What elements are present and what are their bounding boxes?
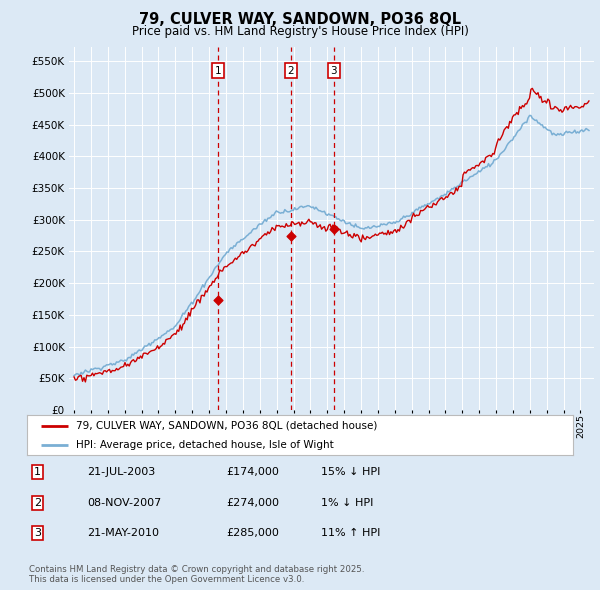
Point bbox=[286, 231, 296, 241]
Text: 3: 3 bbox=[331, 65, 337, 76]
Text: 21-MAY-2010: 21-MAY-2010 bbox=[87, 529, 159, 538]
Text: 2: 2 bbox=[34, 498, 41, 507]
Text: 79, CULVER WAY, SANDOWN, PO36 8QL (detached house): 79, CULVER WAY, SANDOWN, PO36 8QL (detac… bbox=[76, 421, 377, 431]
Text: 2: 2 bbox=[287, 65, 294, 76]
Text: 21-JUL-2003: 21-JUL-2003 bbox=[87, 467, 155, 477]
Text: 79, CULVER WAY, SANDOWN, PO36 8QL: 79, CULVER WAY, SANDOWN, PO36 8QL bbox=[139, 12, 461, 27]
Text: 1: 1 bbox=[34, 467, 41, 477]
Text: HPI: Average price, detached house, Isle of Wight: HPI: Average price, detached house, Isle… bbox=[76, 440, 334, 450]
Text: 11% ↑ HPI: 11% ↑ HPI bbox=[321, 529, 380, 538]
Text: 15% ↓ HPI: 15% ↓ HPI bbox=[321, 467, 380, 477]
Text: Contains HM Land Registry data © Crown copyright and database right 2025.
This d: Contains HM Land Registry data © Crown c… bbox=[29, 565, 364, 584]
Text: 1% ↓ HPI: 1% ↓ HPI bbox=[321, 498, 373, 507]
Text: 1: 1 bbox=[215, 65, 222, 76]
Text: £174,000: £174,000 bbox=[226, 467, 279, 477]
Text: £285,000: £285,000 bbox=[226, 529, 279, 538]
Text: 08-NOV-2007: 08-NOV-2007 bbox=[87, 498, 161, 507]
Point bbox=[329, 225, 338, 234]
Text: 3: 3 bbox=[34, 529, 41, 538]
Text: Price paid vs. HM Land Registry's House Price Index (HPI): Price paid vs. HM Land Registry's House … bbox=[131, 25, 469, 38]
Text: £274,000: £274,000 bbox=[226, 498, 279, 507]
Point bbox=[214, 295, 223, 304]
